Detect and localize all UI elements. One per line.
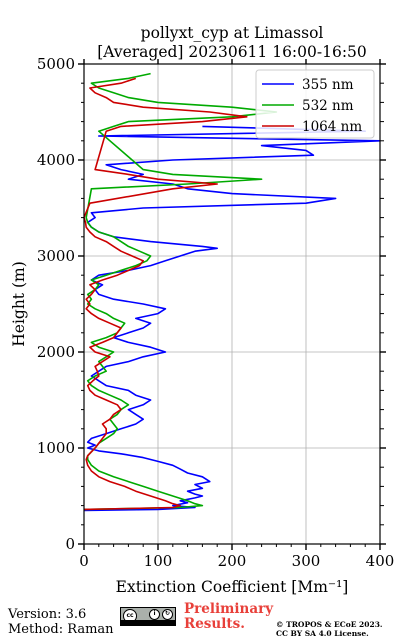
x-tick-label: 200 [218,552,247,570]
legend: 355 nm 532 nm 1064 nm [255,69,375,139]
preliminary-notice: Preliminary Results. [184,602,273,632]
y-axis-label: Height (m) [10,261,28,347]
x-tick-label: 100 [144,552,173,570]
x-tick-label: 0 [79,552,89,570]
y-tick-label: 1000 [37,439,75,457]
y-tick-label: 3000 [37,247,75,265]
legend-box [255,69,375,139]
preliminary-line-1: Preliminary [184,601,274,617]
copyright-line-1: © TROPOS & ECoE 2023. [276,620,383,629]
x-tick-label: 300 [292,552,321,570]
axis-ticks [78,59,386,550]
series-layer [83,72,381,512]
share-alike-icon: ↻ [162,609,173,620]
x-axis-label: Extinction Coefficient [Mm⁻¹] [116,578,349,596]
legend-label-2: 1064 nm [302,119,362,135]
legend-label-1: 532 nm [302,98,354,114]
cc-by-sa-license-badge: cc i ↻ [120,607,176,626]
legend-label-0: 355 nm [302,77,354,93]
y-tick-label: 0 [65,535,75,553]
y-tick-label: 2000 [37,343,75,361]
copyright-line-2: CC BY SA 4.0 License. [276,629,369,638]
attribution-icon: i [149,609,160,620]
y-tick-label: 4000 [37,151,75,169]
copyright-notice: © TROPOS & ECoE 2023. CC BY SA 4.0 Licen… [276,620,383,638]
version-label: Version: 3.6 [8,607,87,622]
preliminary-line-2: Results. [184,616,245,632]
y-tick-label: 5000 [37,55,75,73]
x-tick-label: 400 [366,552,395,570]
chart-title: pollyxt_cyp at Limassol [141,24,324,42]
badge-strip [121,620,175,625]
method-label: Method: Raman [8,622,114,637]
series-line-2 [83,77,248,511]
legend-entries: 355 nm 532 nm 1064 nm [262,77,362,135]
chart-subtitle: [Averaged] 20230611 16:00-16:50 [97,43,367,61]
